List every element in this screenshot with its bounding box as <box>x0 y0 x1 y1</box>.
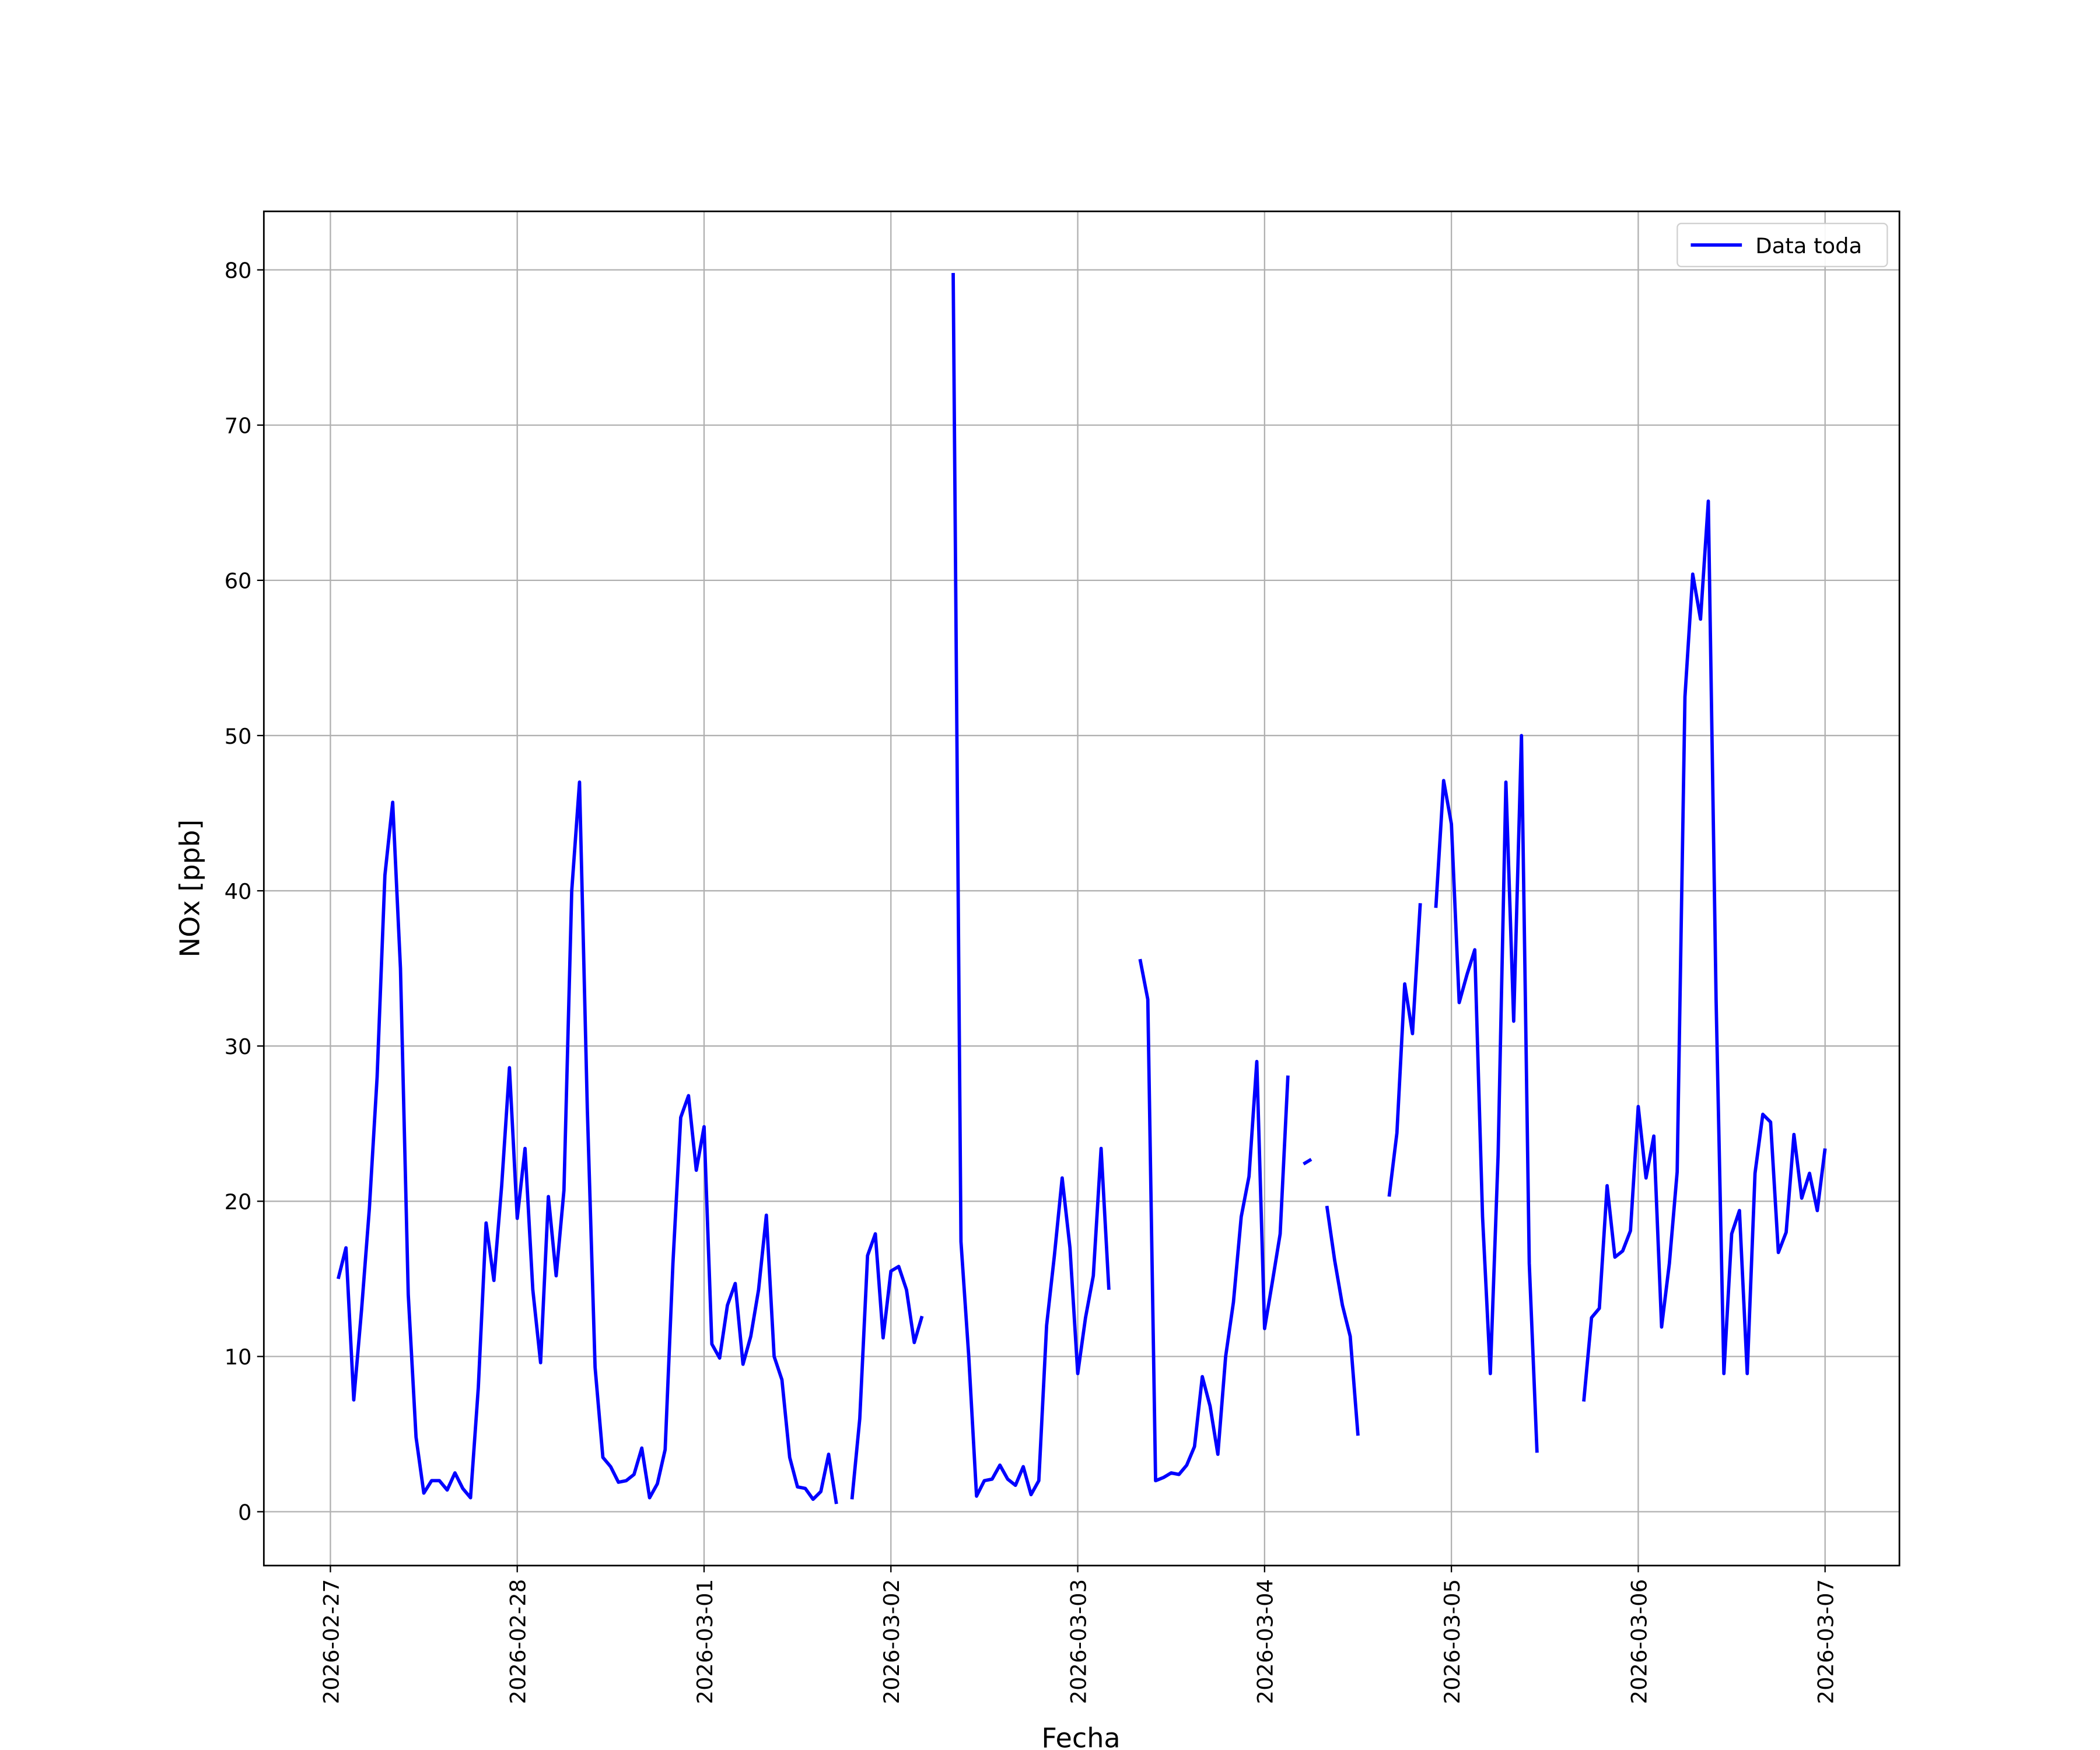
axes-frame <box>262 210 1901 1567</box>
x-tick-label: 2026-03-07 <box>1814 1579 1839 1704</box>
grid <box>264 211 1900 1566</box>
x-tick-label: 2026-03-06 <box>1626 1579 1651 1704</box>
x-axis-label: Fecha <box>1041 1722 1120 1750</box>
y-tick-label: 0 <box>238 1500 251 1525</box>
y-tick-label: 60 <box>225 569 252 594</box>
x-tick-label: 2026-03-05 <box>1440 1579 1465 1704</box>
y-tick-label: 40 <box>225 879 252 904</box>
y-tick-label: 30 <box>225 1034 252 1059</box>
y-tick-label: 20 <box>225 1189 252 1214</box>
x-tick-label: 2026-03-02 <box>879 1579 904 1704</box>
y-tick-label: 10 <box>225 1345 252 1370</box>
legend-box <box>1676 222 1888 268</box>
y-tick-label: 70 <box>225 414 252 439</box>
data-line <box>336 272 1827 1504</box>
legend-label: Data toda <box>1755 233 1862 258</box>
x-tick-label: 2026-03-04 <box>1253 1579 1278 1704</box>
x-tick-label: 2026-03-01 <box>692 1579 718 1704</box>
x-tick-label: 2026-03-03 <box>1066 1579 1091 1704</box>
y-axis-label: NOx [ppb] <box>174 820 206 958</box>
x-tick-label: 2026-02-28 <box>506 1579 531 1704</box>
y-tick-label: 50 <box>225 724 252 749</box>
x-tick-label: 2026-02-27 <box>318 1579 344 1704</box>
legend: Data toda <box>1676 222 1888 268</box>
y-tick-label: 80 <box>225 258 252 283</box>
plot-area <box>336 272 1827 1504</box>
